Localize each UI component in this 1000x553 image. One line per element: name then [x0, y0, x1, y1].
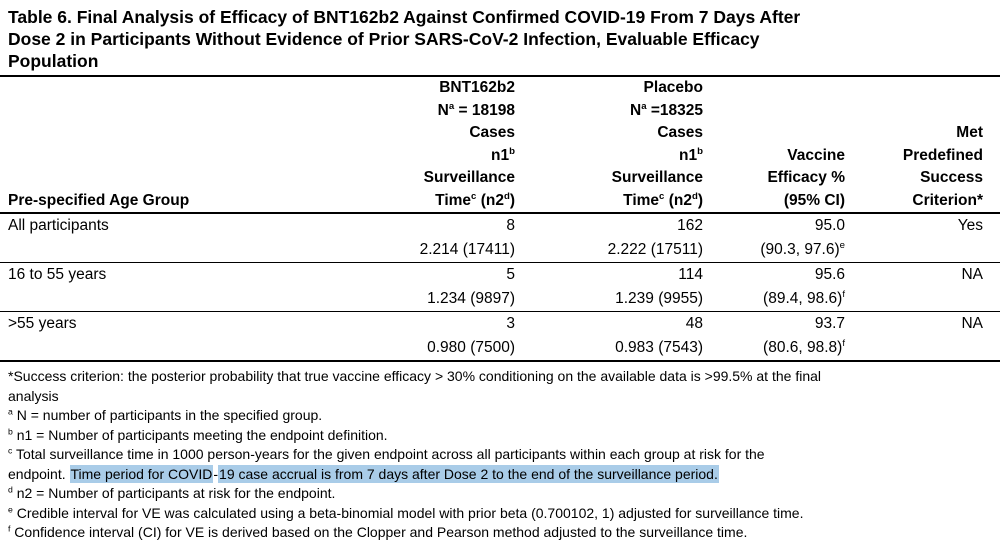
efficacy-table: Pre-specified Age Group BNT162b2 Na = 18… [0, 77, 1000, 362]
table-row: >55 years 3 0.980 (7500) 48 0.983 (7543)… [0, 311, 1000, 361]
header-line: n1b [491, 145, 515, 164]
column-header-bnt162b2: BNT162b2 Na = 18198 Cases n1b Surveillan… [330, 77, 515, 214]
vaccine-efficacy-value: 93.7 [814, 315, 845, 332]
title-line: Population [8, 51, 99, 71]
bnt-surveillance-value: 0.980 (7500) [427, 339, 515, 356]
footnote-line: *Success criterion: the posterior probab… [8, 368, 821, 384]
footnote-line: endpoint. Time period for COVID-19 case … [8, 464, 719, 483]
column-header-success-criterion: Met Predefined Success Criterion* [845, 77, 1000, 214]
header-line: Efficacy % [767, 169, 845, 186]
footnote-line: d n2 = Number of participants at risk fo… [8, 484, 336, 501]
age-group-cell: >55 years [0, 311, 330, 361]
title-line: Table 6. Final Analysis of Efficacy of B… [8, 7, 801, 27]
bnt-cell: 5 1.234 (9897) [330, 262, 515, 312]
header-line: Surveillance [611, 169, 703, 186]
placebo-surveillance-value: 2.222 (17511) [607, 241, 703, 258]
column-header-vaccine-efficacy: Vaccine Efficacy % (95% CI) [703, 77, 845, 214]
footnotes: *Success criterion: the posterior probab… [0, 362, 1000, 543]
efficacy-cell: 93.7 (80.6, 98.8)f [703, 311, 845, 361]
bnt-cell: 3 0.980 (7500) [330, 311, 515, 361]
header-line: Vaccine [787, 146, 845, 164]
bnt-surveillance-value: 2.214 (17411) [419, 241, 515, 258]
bnt-cases-value: 5 [506, 266, 515, 283]
header-line: Criterion* [912, 191, 983, 209]
placebo-surveillance-value: 0.983 (7543) [615, 339, 703, 356]
vaccine-efficacy-value: 95.6 [814, 266, 845, 283]
header-line: Na = 18198 [437, 100, 515, 119]
placebo-cell: 48 0.983 (7543) [515, 311, 703, 361]
bnt-cell: 8 2.214 (17411) [330, 213, 515, 263]
column-header-age-group: Pre-specified Age Group [0, 77, 330, 214]
confidence-interval-value: (80.6, 98.8)f [763, 337, 845, 356]
met-criterion-value: NA [845, 262, 1000, 312]
met-criterion-value: Yes [957, 217, 983, 234]
header-line: Cases [469, 124, 515, 141]
confidence-interval-value: (89.4, 98.6)f [763, 288, 845, 307]
footnote-line: a N = number of participants in the spec… [8, 406, 323, 423]
table-row: 16 to 55 years 5 1.234 (9897) 114 1.239 … [0, 262, 1000, 312]
footnote-line: c Total surveillance time in 1000 person… [8, 445, 765, 462]
footnote-line: e Credible interval for VE was calculate… [8, 503, 804, 521]
placebo-cases-value: 162 [677, 217, 703, 234]
vaccine-efficacy-value: 95.0 [814, 217, 845, 234]
table-title: Table 6. Final Analysis of Efficacy of B… [0, 0, 1000, 77]
header-line: Surveillance [423, 169, 515, 186]
placebo-cases-value: 114 [678, 266, 703, 283]
confidence-interval-value: (90.3, 97.6)e [760, 239, 845, 258]
table-row: All participants 8 2.214 (17411) 162 2.2… [0, 213, 1000, 263]
placebo-cases-value: 48 [685, 315, 703, 332]
efficacy-cell: 95.6 (89.4, 98.6)f [703, 262, 845, 312]
header-line: Cases [657, 124, 703, 141]
footnote-line: analysis [8, 387, 59, 404]
column-header-placebo: Placebo Na =18325 Cases n1b Surveillance… [515, 77, 703, 214]
header-line: Met [956, 124, 983, 141]
age-group-cell: All participants [8, 217, 109, 234]
header-row: Pre-specified Age Group BNT162b2 Na = 18… [0, 77, 1000, 214]
header-line: Success [920, 169, 983, 186]
header-line: n1b [679, 145, 703, 164]
efficacy-cell: 95.0 (90.3, 97.6)e [703, 213, 845, 263]
bnt-cases-value: 8 [506, 217, 515, 234]
bnt-surveillance-value: 1.234 (9897) [427, 290, 515, 307]
placebo-cell: 114 1.239 (9955) [515, 262, 703, 312]
header-line: BNT162b2 [439, 79, 515, 96]
header-line: Predefined [902, 146, 983, 164]
header-line: Placebo [643, 79, 703, 96]
header-line: Na =18325 [629, 100, 703, 119]
footnote-line: f Confidence interval (CI) for VE is der… [8, 523, 748, 540]
placebo-surveillance-value: 1.239 (9955) [615, 290, 703, 307]
title-line: Dose 2 in Participants Without Evidence … [8, 29, 760, 49]
header-line: Timec (n2d) [623, 190, 703, 209]
bnt-cases-value: 3 [506, 315, 515, 332]
header-line: (95% CI) [783, 191, 845, 209]
footnote-line: b n1 = Number of participants meeting th… [8, 425, 388, 443]
header-line: Timec (n2d) [435, 190, 515, 209]
age-group-cell: 16 to 55 years [0, 262, 330, 312]
placebo-cell: 162 2.222 (17511) [515, 213, 703, 263]
met-criterion-value: NA [845, 311, 1000, 361]
